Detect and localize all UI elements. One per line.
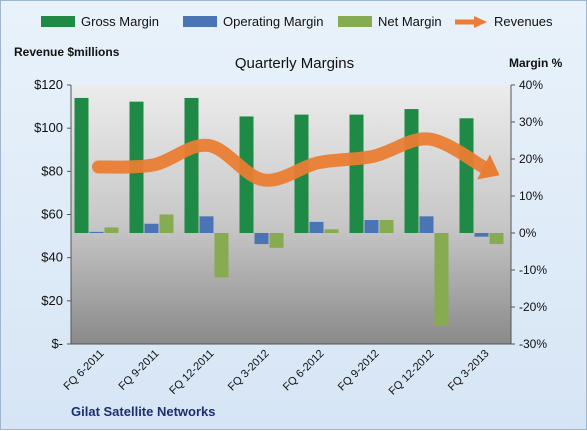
bar-operating-margin [89, 231, 104, 233]
x-tick-label: FQ 12-2011 [167, 348, 216, 397]
y-right-tick-label: -30% [519, 337, 547, 351]
bar-net-margin [324, 229, 339, 233]
y-left-tick-label: $20 [41, 293, 63, 308]
bar-operating-margin [254, 233, 269, 245]
y-right-tick-label: 40% [519, 78, 543, 92]
x-tick-label: FQ 12-2012 [387, 348, 437, 398]
y-left-tick-label: $80 [41, 163, 63, 178]
x-tick-label: FQ 9-2012 [336, 348, 382, 394]
revenues-line [92, 132, 490, 187]
legend-swatch-revenues [455, 15, 487, 28]
bar-operating-margin [419, 216, 434, 233]
bar-net-margin [489, 233, 504, 245]
x-tick-label: FQ 6-2011 [62, 348, 107, 393]
bar-net-margin [159, 214, 174, 233]
y-right-tick-label: 30% [519, 115, 543, 129]
bar-gross-margin [74, 97, 89, 233]
bar-net-margin [104, 227, 119, 233]
y-right-tick-label: 10% [519, 189, 543, 203]
legend-revenues: Revenues [454, 14, 553, 29]
bar-net-margin [379, 220, 394, 233]
y-right-tick-label: 0% [519, 226, 537, 240]
bar-operating-margin [309, 221, 324, 233]
company-name: Gilat Satellite Networks [71, 404, 216, 419]
legend-swatch-operating [183, 16, 217, 27]
y-right-tick-label: -10% [519, 263, 547, 277]
x-tick-label: FQ 6-2012 [281, 348, 327, 394]
y-left-tick-label: $120 [34, 77, 63, 92]
y-left-tick-label: $60 [41, 207, 63, 222]
legend-label-operating: Operating Margin [223, 14, 324, 29]
bar-operating-margin [474, 233, 489, 237]
x-tick-label: FQ 3-2012 [226, 348, 272, 394]
y-left-title: Revenue $millions [14, 45, 120, 59]
y-right-title: Margin % [509, 56, 563, 70]
y-right-tick-label: 20% [519, 152, 543, 166]
legend-operating-margin: Operating Margin [183, 14, 323, 29]
y-left-tick-label: $40 [41, 250, 63, 265]
bar-net-margin [269, 233, 284, 248]
y-left-tick-label: $- [51, 336, 63, 351]
legend-swatch-gross [41, 16, 75, 27]
chart-title: Quarterly Margins [234, 55, 355, 72]
legend-net-margin: Net Margin [338, 14, 442, 29]
bar-operating-margin [364, 220, 379, 233]
bar-net-margin [214, 233, 229, 278]
bar-gross-margin [459, 118, 474, 233]
x-tick-label: FQ 9-2011 [117, 348, 162, 393]
bar-net-margin [434, 233, 449, 326]
revenues-arrowhead [477, 154, 500, 180]
y-right-tick-label: -20% [519, 300, 547, 314]
bar-operating-margin [199, 216, 214, 233]
legend-label-gross: Gross Margin [81, 14, 160, 29]
bar-gross-margin [184, 97, 199, 233]
legend-swatch-net [338, 16, 372, 27]
legend-gross-margin: Gross Margin [41, 14, 159, 29]
y-left-tick-label: $100 [34, 120, 63, 135]
legend-label-revenues: Revenues [494, 14, 553, 29]
bar-gross-margin [349, 114, 364, 233]
x-tick-label: FQ 3-2013 [446, 348, 492, 394]
bar-operating-margin [144, 223, 159, 233]
bar-gross-margin [404, 109, 419, 233]
legend-label-net: Net Margin [378, 14, 442, 29]
